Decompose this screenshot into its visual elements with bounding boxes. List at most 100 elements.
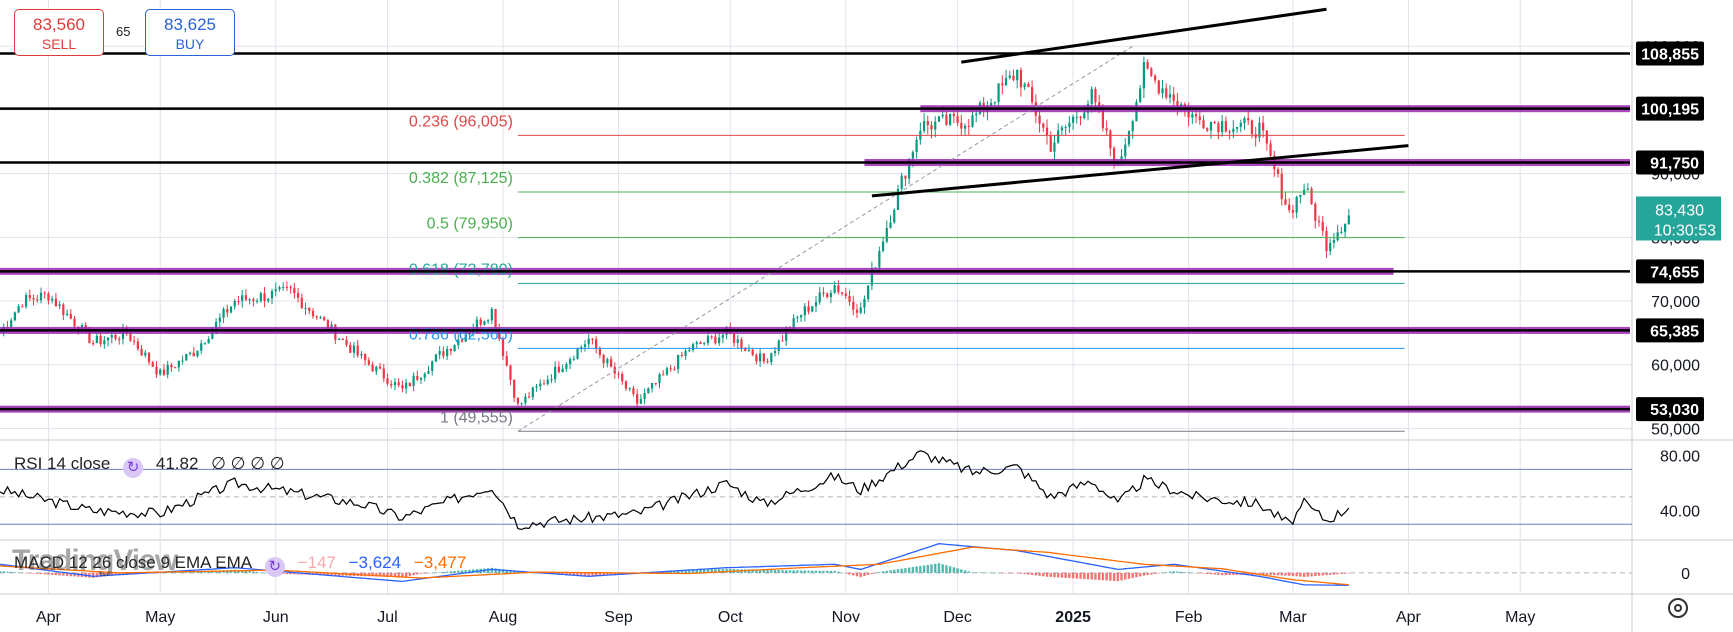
macd-histogram-bar — [449, 571, 453, 573]
candle-body — [867, 285, 870, 299]
candle-body — [274, 289, 277, 292]
rsi-legend[interactable]: RSI 14 close ↻ 41.82 ∅ ∅ ∅ ∅ — [14, 454, 293, 478]
candle-body — [319, 317, 322, 319]
candle-body — [814, 302, 818, 307]
macd-histogram-bar — [1075, 572, 1079, 579]
macd-histogram-bar — [445, 571, 449, 573]
candle-body — [1217, 123, 1220, 133]
price-level-badge — [1636, 318, 1704, 343]
macd-histogram-bar — [393, 572, 397, 578]
macd-histogram-bar — [1183, 572, 1187, 573]
candle-body — [796, 317, 799, 319]
macd-histogram-bar — [293, 572, 296, 575]
macd-histogram-bar — [896, 569, 900, 573]
candle-body — [576, 348, 579, 359]
macd-histogram-bar — [453, 570, 456, 573]
candle-body — [95, 335, 98, 344]
candle-body — [32, 298, 35, 300]
macd-histogram-bar — [110, 572, 113, 576]
macd-histogram-bar — [434, 572, 438, 574]
macd-histogram-bar — [706, 569, 710, 573]
macd-histogram-bar — [390, 572, 393, 577]
macd-histogram-bar — [240, 570, 244, 573]
macd-legend[interactable]: MACD 12 26 close 9 EMA EMA ↻ −147 −3,624… — [14, 553, 474, 577]
macd-histogram-bar — [1332, 572, 1336, 575]
fib-level-label: 0.5 (79,950) — [427, 216, 513, 233]
candle-body — [1150, 68, 1153, 76]
macd-histogram-bar — [39, 572, 43, 575]
candle-body — [159, 369, 162, 375]
macd-histogram-bar — [717, 569, 721, 573]
macd-histogram-bar — [248, 571, 251, 573]
candle-body — [781, 340, 784, 342]
sell-button[interactable]: 83,560 SELL — [14, 9, 104, 56]
macd-histogram-bar — [1042, 572, 1045, 577]
candle-body — [315, 316, 318, 318]
macd-histogram-bar — [889, 570, 892, 573]
macd-histogram-bar — [684, 569, 687, 573]
macd-histogram-bar — [1213, 572, 1216, 575]
macd-histogram-bar — [1001, 572, 1004, 574]
rsi-tick-label: 80.00 — [1660, 448, 1700, 465]
candle-body — [799, 315, 803, 318]
macd-histogram-bar — [1019, 572, 1023, 574]
macd-histogram-bar — [848, 572, 851, 575]
candle-body — [1187, 107, 1190, 118]
candle-body — [721, 334, 724, 338]
candle-body — [352, 345, 356, 353]
macd-histogram-bar — [188, 571, 192, 573]
sell-label: SELL — [41, 36, 77, 52]
candle-body — [710, 336, 713, 338]
macd-histogram-bar — [799, 570, 803, 573]
candle-body — [509, 365, 512, 380]
rsi-cycle-icon[interactable]: ↻ — [123, 458, 144, 478]
fib-trend-line — [517, 45, 1133, 432]
candle-body — [1276, 169, 1280, 174]
macd-histogram-bar — [1146, 572, 1149, 576]
macd-histogram-bar — [688, 569, 691, 573]
macd-histogram-bar — [762, 569, 766, 573]
rsi-title: RSI 14 close — [14, 454, 111, 473]
macd-histogram-bar — [1079, 572, 1082, 579]
candle-body — [960, 122, 963, 129]
macd-histogram-bar — [36, 572, 39, 574]
macd-cycle-icon[interactable]: ↻ — [264, 557, 285, 577]
macd-histogram-bar — [326, 572, 330, 576]
candle-body — [192, 352, 195, 357]
macd-histogram-bar — [885, 570, 888, 573]
macd-histogram-bar — [319, 572, 322, 576]
candle-body — [1030, 87, 1034, 103]
candle-body — [952, 113, 955, 117]
x-tick-label: May — [145, 609, 175, 626]
candle-body — [1120, 156, 1123, 161]
candle-body — [885, 227, 888, 242]
candle-body — [785, 329, 788, 341]
macd-histogram-bar — [1053, 572, 1056, 578]
macd-histogram-bar — [498, 568, 501, 573]
settings-icon[interactable] — [1668, 598, 1688, 618]
macd-histogram-bar — [781, 570, 784, 573]
macd-histogram-bar — [1321, 572, 1324, 576]
candle-body — [1340, 231, 1343, 233]
candle-body — [758, 353, 762, 362]
candle-body — [911, 152, 914, 159]
macd-histogram-bar — [822, 570, 825, 573]
fib-level-label: 0.618 (72,780) — [409, 261, 513, 278]
candle-body — [1310, 188, 1313, 204]
buy-button[interactable]: 83,625 BUY — [145, 9, 235, 56]
candle-body — [1168, 94, 1172, 98]
candle-body — [1325, 230, 1328, 252]
macd-histogram-bar — [1202, 572, 1205, 574]
macd-histogram-bar — [520, 571, 523, 573]
sell-price: 83,560 — [33, 15, 85, 34]
candle-body — [855, 309, 859, 313]
macd-histogram-bar — [255, 571, 259, 573]
candle-body — [956, 116, 959, 123]
price-level-badge — [1636, 150, 1704, 175]
candle-body — [527, 396, 531, 398]
candle-body — [516, 397, 520, 404]
macd-histogram-bar — [937, 563, 941, 573]
candle-body — [1161, 88, 1164, 94]
candle-body — [740, 339, 743, 349]
